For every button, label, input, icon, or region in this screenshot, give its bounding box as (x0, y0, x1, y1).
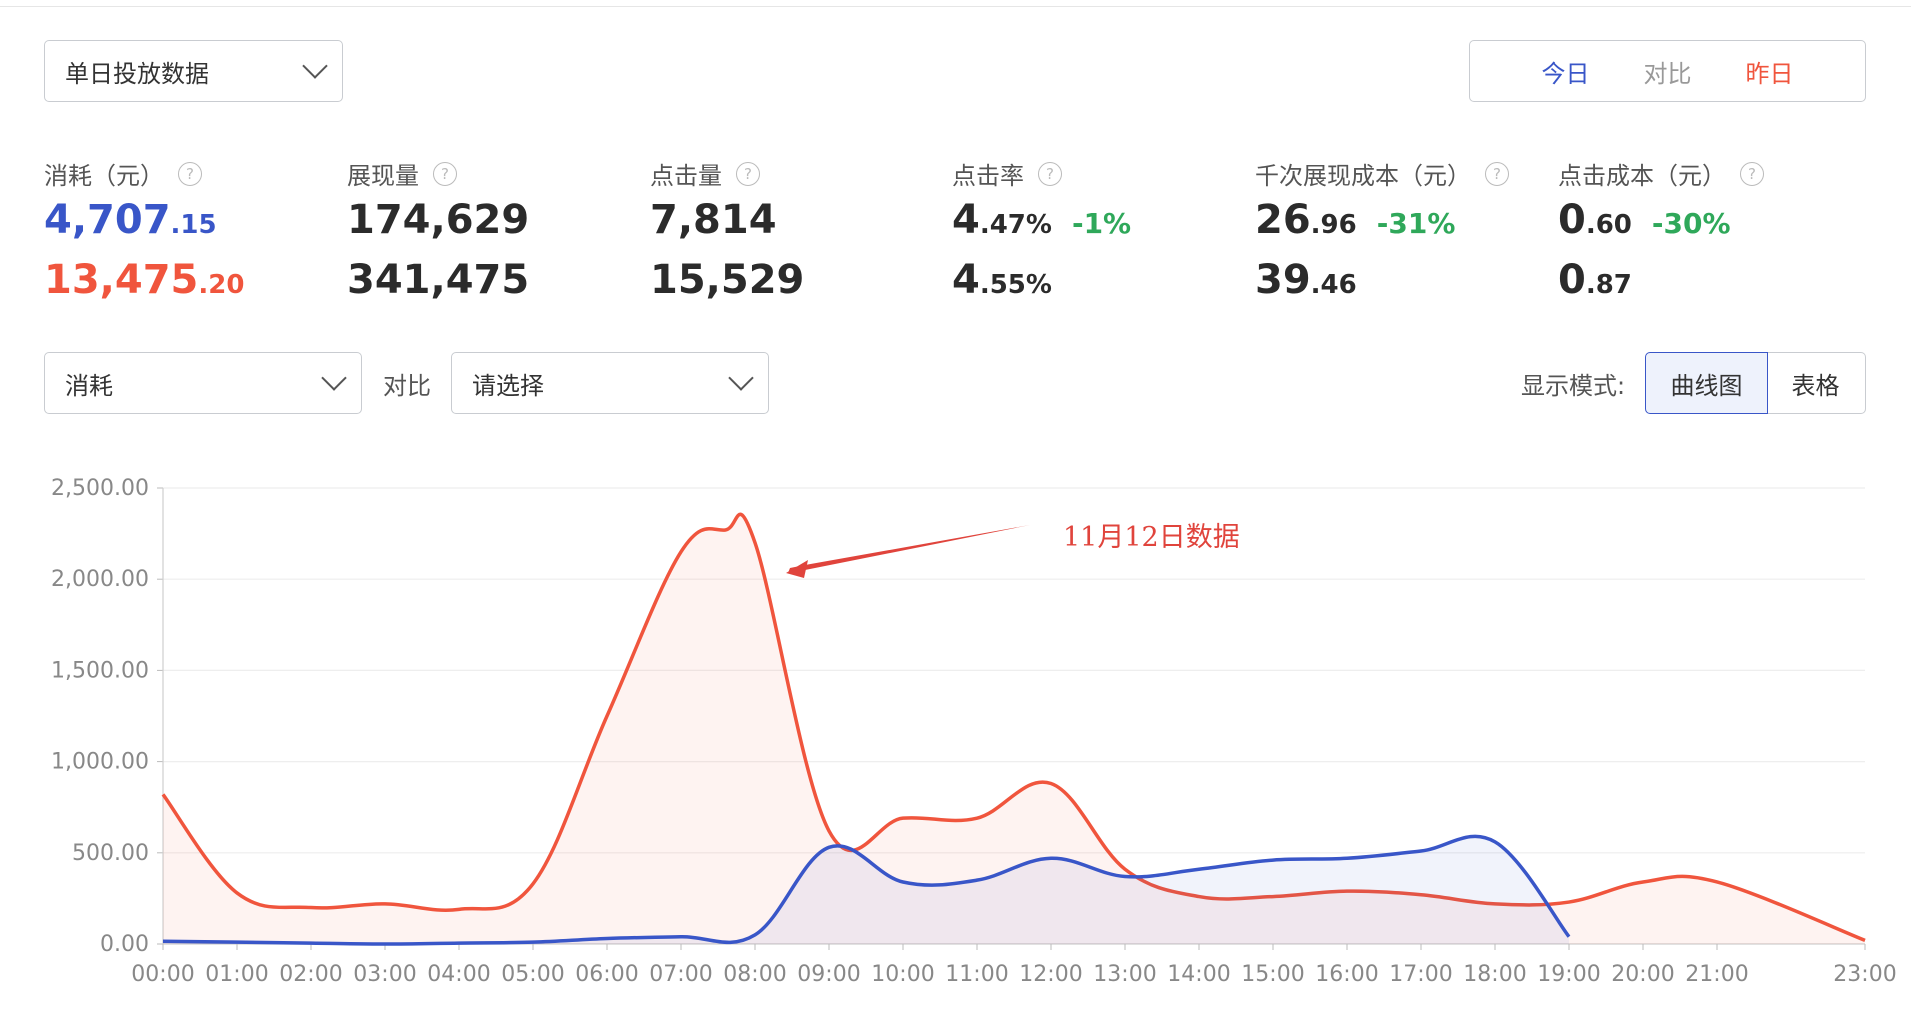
x-tick-label: 06:00 (575, 962, 638, 987)
metric-label: 展现量 (347, 162, 419, 190)
series-today-line (162, 834, 1571, 946)
metric-label: 千次展现成本（元） (1255, 162, 1471, 190)
yesterday-value-int: 13,475 (44, 257, 199, 303)
y-tick-label: 0.00 (100, 932, 149, 957)
y-tick-label: 2,500.00 (51, 476, 149, 501)
today-value-int: 7,814 (650, 197, 777, 243)
today-value-int: 26 (1255, 197, 1311, 243)
yesterday-value-dec: .87 (1585, 270, 1632, 300)
x-tick-label: 14:00 (1167, 962, 1230, 987)
delta-badge: -31% (1376, 207, 1456, 240)
series-today-area (163, 836, 1569, 944)
x-tick-label: 10:00 (871, 962, 934, 987)
x-tick-label: 02:00 (279, 962, 342, 987)
x-tick-label: 07:00 (649, 962, 712, 987)
chevron-down-icon (321, 365, 347, 391)
x-tick-label: 21:00 (1685, 962, 1748, 987)
x-tick-label: 09:00 (797, 962, 860, 987)
x-tick-label: 18:00 (1463, 962, 1526, 987)
x-tick-label: 13:00 (1093, 962, 1156, 987)
y-tick-label: 1,500.00 (51, 658, 149, 683)
x-tick-label: 03:00 (353, 962, 416, 987)
x-tick-label: 20:00 (1611, 962, 1674, 987)
yesterday-value-dec: .20 (198, 270, 245, 300)
today-value-dec: .60 (1585, 210, 1632, 240)
today-value-int: 4,707 (44, 197, 171, 243)
delta-badge: -30% (1651, 207, 1731, 240)
x-tick-label: 08:00 (723, 962, 786, 987)
metric-clicks: 点击量? 7,814 15,529 (650, 156, 804, 311)
series-yesterday-line (161, 512, 1866, 942)
toggle-today[interactable]: 今日 (1541, 59, 1590, 88)
compare-label: 对比 (383, 372, 431, 400)
metric-label: 点击量 (650, 162, 722, 190)
metric-cpm: 千次展现成本（元）? 26.96 -31% 39.46 (1255, 156, 1509, 311)
today-value-int: 174,629 (347, 197, 530, 243)
compare-select-placeholder: 请选择 (472, 371, 544, 400)
annotation-arrow-shaft (788, 525, 1030, 573)
metric-label: 点击率 (952, 162, 1024, 190)
x-tick-label: 05:00 (501, 962, 564, 987)
x-tick-label: 19:00 (1537, 962, 1600, 987)
metric-ctr: 点击率? 4.47% -1% 4.55% (952, 156, 1131, 311)
today-value-dec: .96 (1310, 210, 1357, 240)
display-mode-label: 显示模式: (1521, 372, 1626, 400)
data-scope-select[interactable]: 单日投放数据 (44, 40, 343, 102)
toggle-compare[interactable]: 对比 (1643, 59, 1692, 88)
help-icon[interactable]: ? (1038, 161, 1062, 186)
help-icon[interactable]: ? (1485, 161, 1509, 186)
compare-select[interactable]: 请选择 (451, 352, 769, 414)
today-value-int: 4 (952, 197, 980, 243)
yesterday-value-dec: .46 (1310, 270, 1357, 300)
help-icon[interactable]: ? (1740, 161, 1764, 186)
annotation-arrow-head (786, 560, 808, 578)
metric-cpc: 点击成本（元）? 0.60 -30% 0.87 (1558, 156, 1764, 311)
help-icon[interactable]: ? (433, 161, 457, 186)
help-icon[interactable]: ? (736, 161, 760, 186)
chevron-down-icon (728, 365, 754, 391)
x-tick-label: 11:00 (945, 962, 1008, 987)
delta-badge: -1% (1071, 207, 1132, 240)
help-icon[interactable]: ? (178, 161, 202, 186)
x-tick-label: 17:00 (1389, 962, 1452, 987)
metric-spend: 消耗（元）? 4,707.15 13,475.20 (44, 156, 244, 311)
x-tick-label: 23:00 (1833, 962, 1896, 987)
x-tick-label: 16:00 (1315, 962, 1378, 987)
mode-curve-button[interactable]: 曲线图 (1645, 352, 1768, 414)
annotation-label: 11月12日数据 (1063, 522, 1240, 553)
toggle-yesterday[interactable]: 昨日 (1745, 59, 1794, 88)
metric-label: 点击成本（元） (1558, 162, 1726, 190)
today-value-dec: .47% (979, 210, 1052, 240)
y-tick-label: 500.00 (72, 841, 149, 866)
metric-select-value: 消耗 (65, 371, 113, 400)
yesterday-value-int: 4 (952, 257, 980, 303)
x-tick-label: 12:00 (1019, 962, 1082, 987)
yesterday-value-int: 15,529 (650, 257, 805, 303)
x-tick-label: 01:00 (205, 962, 268, 987)
today-value-dec: .15 (170, 210, 217, 240)
today-value-int: 0 (1558, 197, 1586, 243)
metric-label: 消耗（元） (44, 162, 164, 190)
metric-impressions: 展现量? 174,629 341,475 (347, 156, 529, 311)
x-tick-label: 00:00 (131, 962, 194, 987)
x-tick-label: 04:00 (427, 962, 490, 987)
mode-table-button[interactable]: 表格 (1766, 352, 1866, 414)
y-tick-label: 2,000.00 (51, 567, 149, 592)
yesterday-value-int: 341,475 (347, 257, 530, 303)
yesterday-value-dec: .55% (979, 270, 1052, 300)
spend-line-chart: 0.00 500.00 1,000.00 1,500.00 2,000.00 2,500.… (51, 476, 1897, 987)
x-tick-label: 15:00 (1241, 962, 1304, 987)
metric-select[interactable]: 消耗 (44, 352, 362, 414)
yesterday-value-int: 0 (1558, 257, 1586, 303)
chevron-down-icon (302, 53, 328, 79)
day-toggle: 今日 对比 昨日 (1469, 40, 1866, 102)
yesterday-value-int: 39 (1255, 257, 1311, 303)
data-scope-select-value: 单日投放数据 (65, 59, 209, 88)
series-yesterday-area (163, 514, 1865, 944)
top-divider (0, 6, 1911, 7)
y-tick-label: 1,000.00 (51, 750, 149, 775)
